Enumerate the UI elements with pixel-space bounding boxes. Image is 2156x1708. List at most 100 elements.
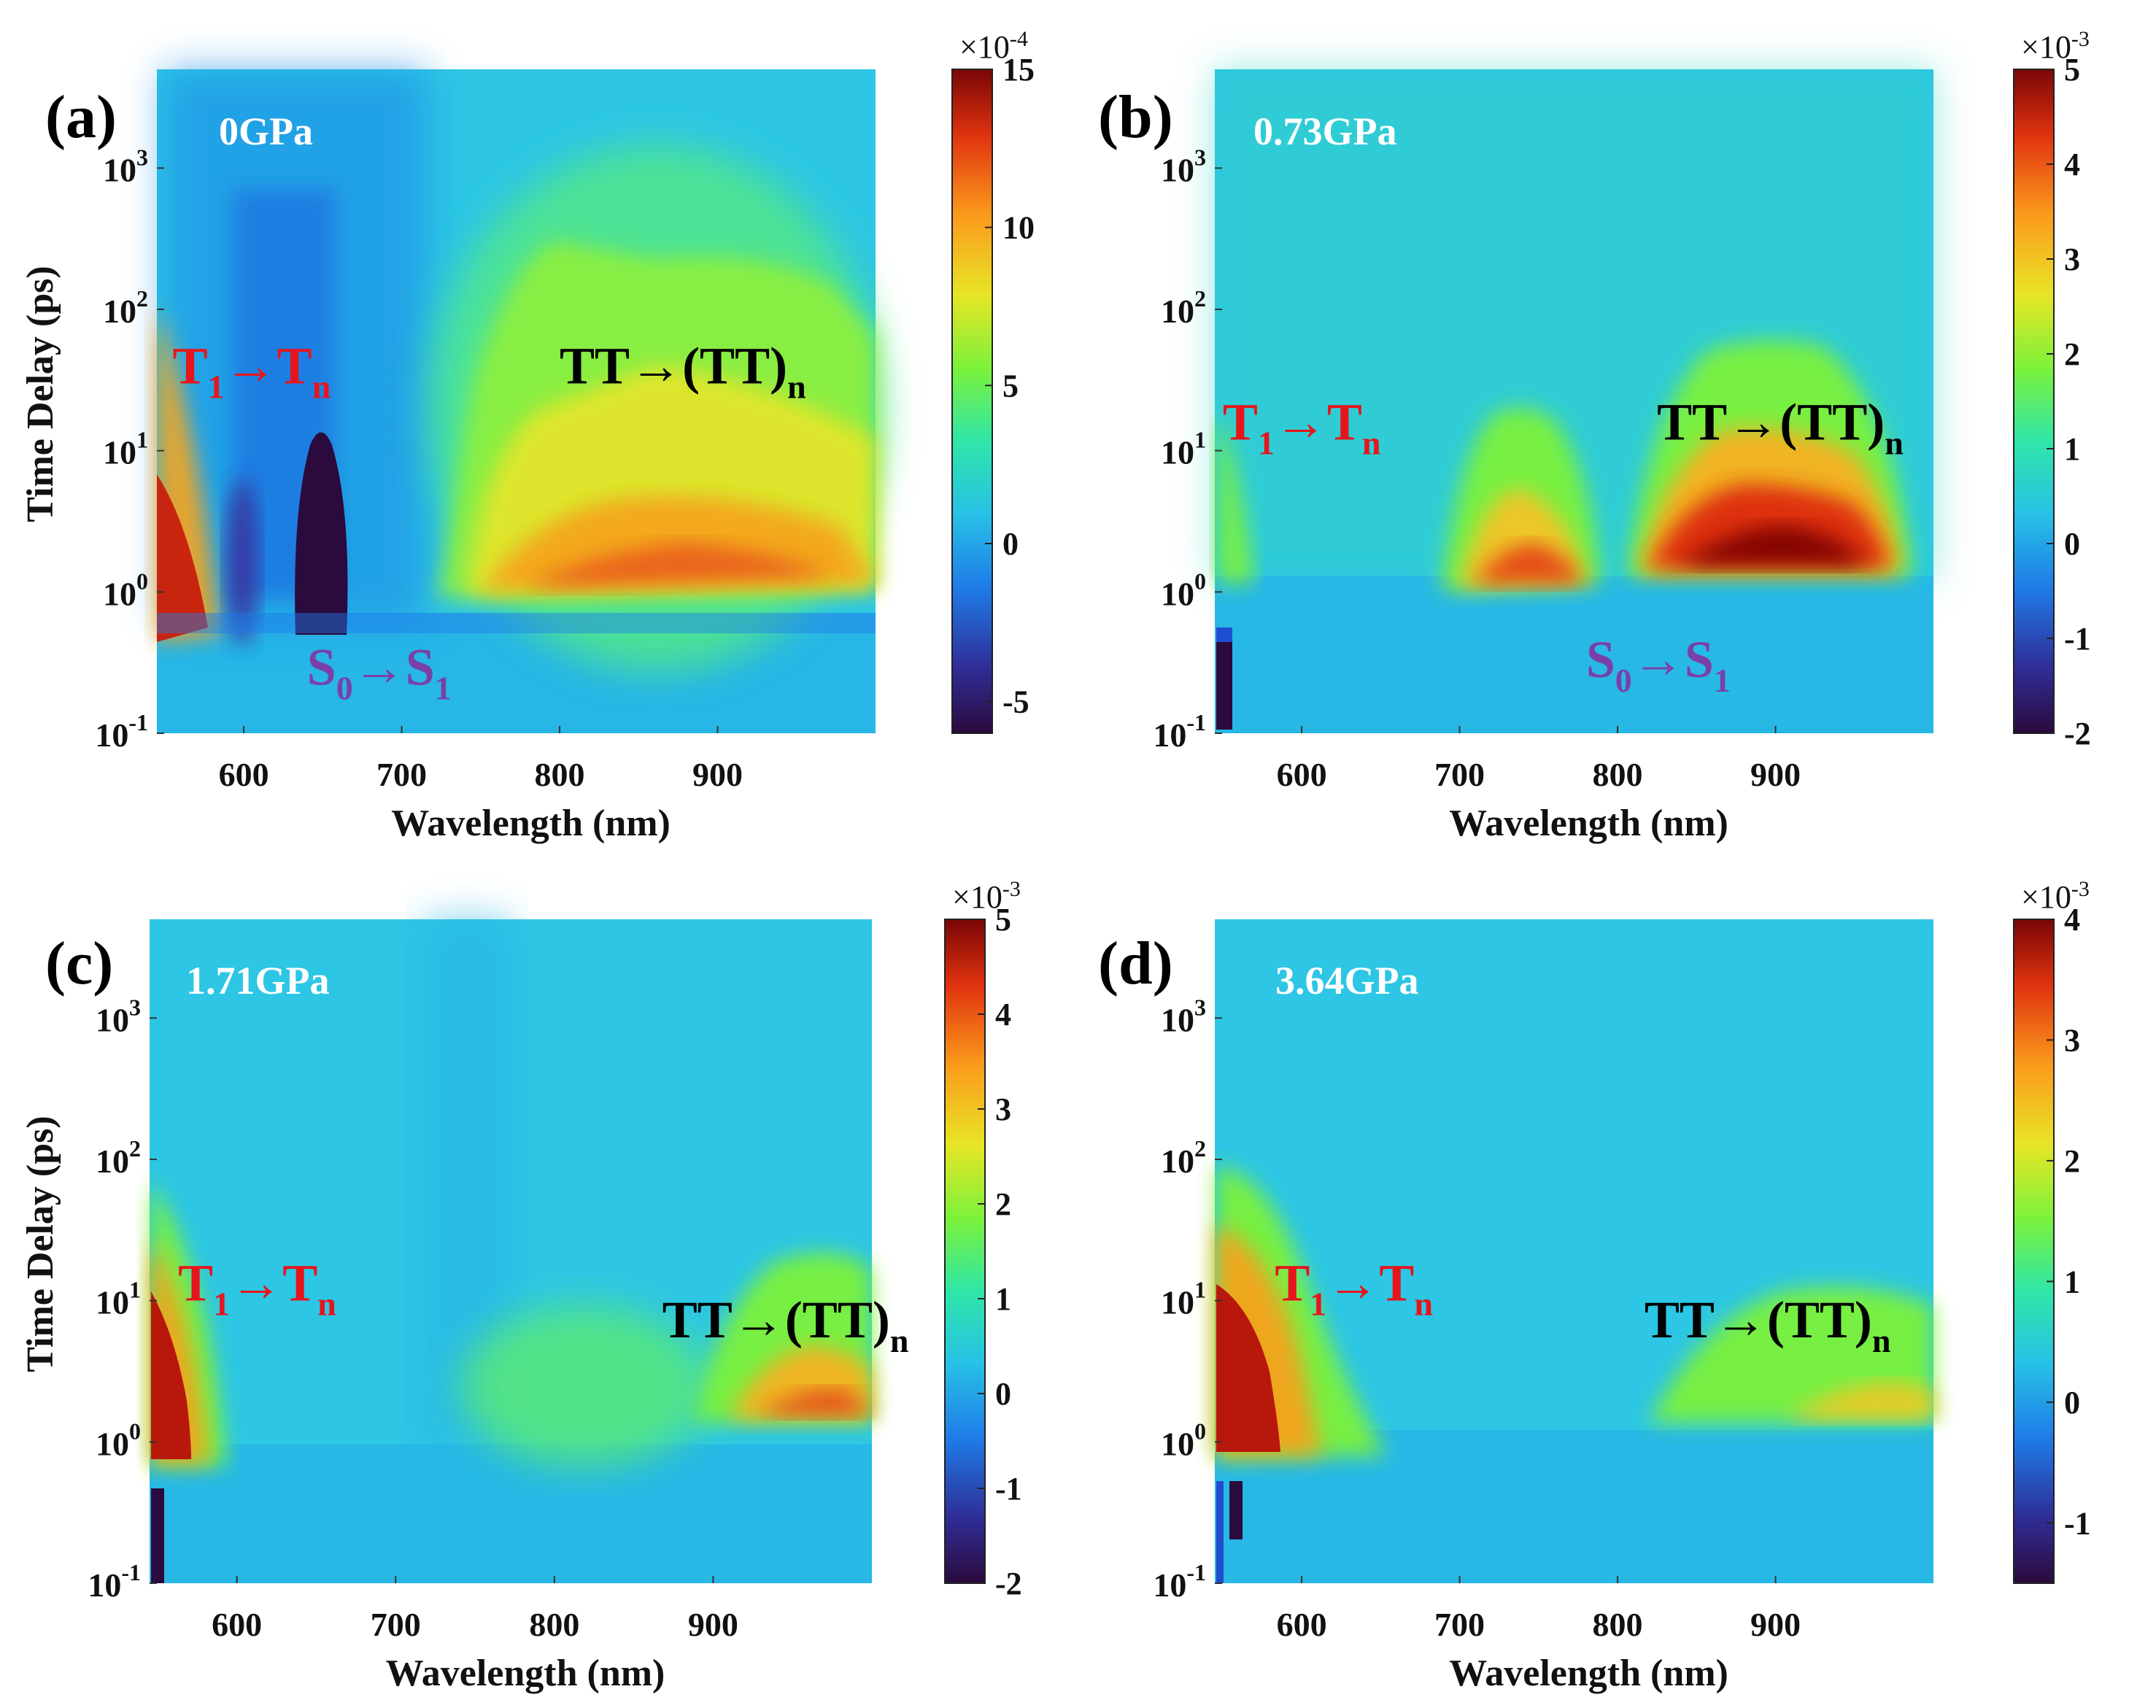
tt-annotation: TT→(TT)n <box>1657 393 1904 461</box>
panel-label: (d) <box>1098 930 1173 997</box>
y-tick-label: 100 <box>1161 1418 1206 1462</box>
colorbar-tick-label: 2 <box>995 1186 1011 1222</box>
y-tick-label: 10-1 <box>88 1559 141 1604</box>
colorbar-tick-label: 0 <box>2064 526 2080 562</box>
colorbar-tick-label: -1 <box>2064 621 2091 657</box>
y-tick-label: 101 <box>1161 427 1206 471</box>
colorbar-tick-label: -1 <box>995 1471 1022 1507</box>
y-tick-label: 103 <box>1161 144 1206 188</box>
y-tick-label: 100 <box>96 1418 141 1462</box>
heatmap-c <box>150 919 872 1583</box>
colorbar-tick-label: 1 <box>2064 431 2080 467</box>
s0-annotation: S0→S1 <box>1586 630 1731 699</box>
panel-b: (b) 0.73GPa 600 700 800 900 Wavelength (nm) 10-… <box>1098 69 1933 844</box>
colorbar-tick-label: 5 <box>995 902 1011 938</box>
y-tick-label: 103 <box>96 994 141 1038</box>
x-axis-label: Wavelength (nm) <box>1449 803 1728 844</box>
x-tick-label: 700 <box>371 1606 421 1643</box>
panel-label: (b) <box>1098 83 1173 151</box>
x-tick-label: 800 <box>1593 756 1643 793</box>
x-axis-label: Wavelength (nm) <box>1449 1653 1728 1694</box>
y-tick-label: 103 <box>103 144 148 188</box>
y-tick-label: 10-1 <box>95 709 148 754</box>
y-tick-label: 10-1 <box>1153 709 1206 754</box>
y-tick-label: 100 <box>1161 568 1206 612</box>
colorbar-scale-label: ×10-3 <box>2021 27 2090 65</box>
panel-label: (a) <box>45 83 117 151</box>
tt-annotation: TT→(TT)n <box>662 1291 909 1359</box>
heatmap-a <box>157 69 883 733</box>
colorbar-tick-label: 10 <box>1002 210 1035 246</box>
y-tick-label: 102 <box>103 285 148 330</box>
colorbar-tick-label: 3 <box>2064 241 2080 277</box>
colorbar-scale-label: ×10-3 <box>952 877 1021 915</box>
x-tick-label: 800 <box>529 1606 579 1643</box>
y-axis-label: Time Delay (ps) <box>20 1116 61 1372</box>
colorbar-b: 5 4 3 2 1 0 -1 -2 ×10-3 <box>2013 27 2091 751</box>
y-tick-label: 102 <box>96 1135 141 1180</box>
x-tick-label: 700 <box>376 756 427 793</box>
colorbar-tick-label: -2 <box>995 1566 1022 1601</box>
y-tick-label: 102 <box>1161 285 1206 330</box>
panel-c: (c) 1.71GPa 600 700 800 900 Wavelength (nm) 10-… <box>20 919 908 1694</box>
x-tick-label: 900 <box>688 1606 738 1643</box>
colorbar-tick-label: -2 <box>2064 716 2091 751</box>
colorbar-tick-label: -1 <box>2064 1505 2091 1541</box>
pressure-label: 3.64GPa <box>1275 959 1419 1002</box>
colorbar-tick-label: 1 <box>2064 1264 2080 1299</box>
y-tick-label: 101 <box>1161 1277 1206 1321</box>
t1-annotation: T1→Tn <box>1275 1254 1433 1323</box>
x-tick-label: 800 <box>1593 1606 1643 1643</box>
panel-d: (d) 3.64GPa 600 700 800 900 Wavelength (nm) 10-… <box>1098 919 1933 1694</box>
pressure-label: 1.71GPa <box>186 959 330 1002</box>
t1-annotation: T1→Tn <box>1223 393 1381 461</box>
colorbar-tick-label: 4 <box>2064 902 2080 938</box>
colorbar-tick-label: 0 <box>1002 526 1019 562</box>
heatmap-b <box>1215 69 1933 733</box>
colorbar-c: 5 4 3 2 1 0 -1 -2 ×10-3 <box>944 877 1022 1601</box>
x-axis-label: Wavelength (nm) <box>391 803 671 844</box>
panel-label: (c) <box>45 930 113 997</box>
t1-annotation: T1→Tn <box>178 1254 336 1323</box>
colorbar-tick-label: 15 <box>1002 52 1035 88</box>
y-tick-label: 100 <box>103 568 148 612</box>
colorbar-tick-label: 0 <box>995 1376 1011 1412</box>
colorbar-tick-label: 4 <box>2064 147 2080 182</box>
colorbar-tick-label: 4 <box>995 997 1011 1032</box>
colorbar-d: 4 3 2 1 0 -1 ×10-3 <box>2013 877 2091 1584</box>
colorbar-tick-label: 5 <box>2064 52 2080 88</box>
x-tick-label: 600 <box>1277 1606 1327 1643</box>
heatmap-d <box>1215 919 1933 1583</box>
t1-annotation: T1→Tn <box>173 336 331 405</box>
tt-annotation: TT→(TT)n <box>560 336 806 405</box>
y-tick-label: 103 <box>1161 994 1206 1038</box>
colorbar-tick-label: 2 <box>2064 336 2080 372</box>
colorbar-tick-label: 3 <box>2064 1022 2080 1058</box>
colorbar-tick-label: 0 <box>2064 1385 2080 1421</box>
pressure-label: 0.73GPa <box>1253 109 1397 153</box>
x-tick-label: 900 <box>1750 756 1801 793</box>
colorbar-tick-label: 3 <box>995 1091 1011 1127</box>
x-tick-label: 600 <box>1277 756 1327 793</box>
y-tick-label: 102 <box>1161 1135 1206 1180</box>
y-tick-label: 101 <box>96 1277 141 1321</box>
x-tick-label: 700 <box>1434 756 1485 793</box>
panel-a: (a) 0GPa 600 700 800 900 Wavelength (nm) 10-1 10… <box>20 69 883 844</box>
tt-annotation: TT→(TT)n <box>1645 1291 1891 1359</box>
colorbar-scale-label: ×10-4 <box>959 27 1028 65</box>
x-tick-label: 600 <box>212 1606 262 1643</box>
colorbar-tick-label: 5 <box>1002 368 1019 403</box>
y-axis-label: Time Delay (ps) <box>20 266 61 522</box>
x-tick-label: 900 <box>1750 1606 1801 1643</box>
x-tick-label: 600 <box>219 756 269 793</box>
colorbar-scale-label: ×10-3 <box>2021 877 2090 915</box>
x-tick-label: 800 <box>535 756 585 793</box>
y-tick-label: 10-1 <box>1153 1559 1206 1604</box>
x-tick-label: 900 <box>692 756 743 793</box>
y-tick-label: 101 <box>103 427 148 471</box>
colorbar-a: 15 10 5 0 -5 ×10-4 <box>951 27 1035 734</box>
pressure-label: 0GPa <box>219 109 313 153</box>
colorbar-tick-label: 2 <box>2064 1143 2080 1179</box>
s0-annotation: S0→S1 <box>307 638 452 707</box>
